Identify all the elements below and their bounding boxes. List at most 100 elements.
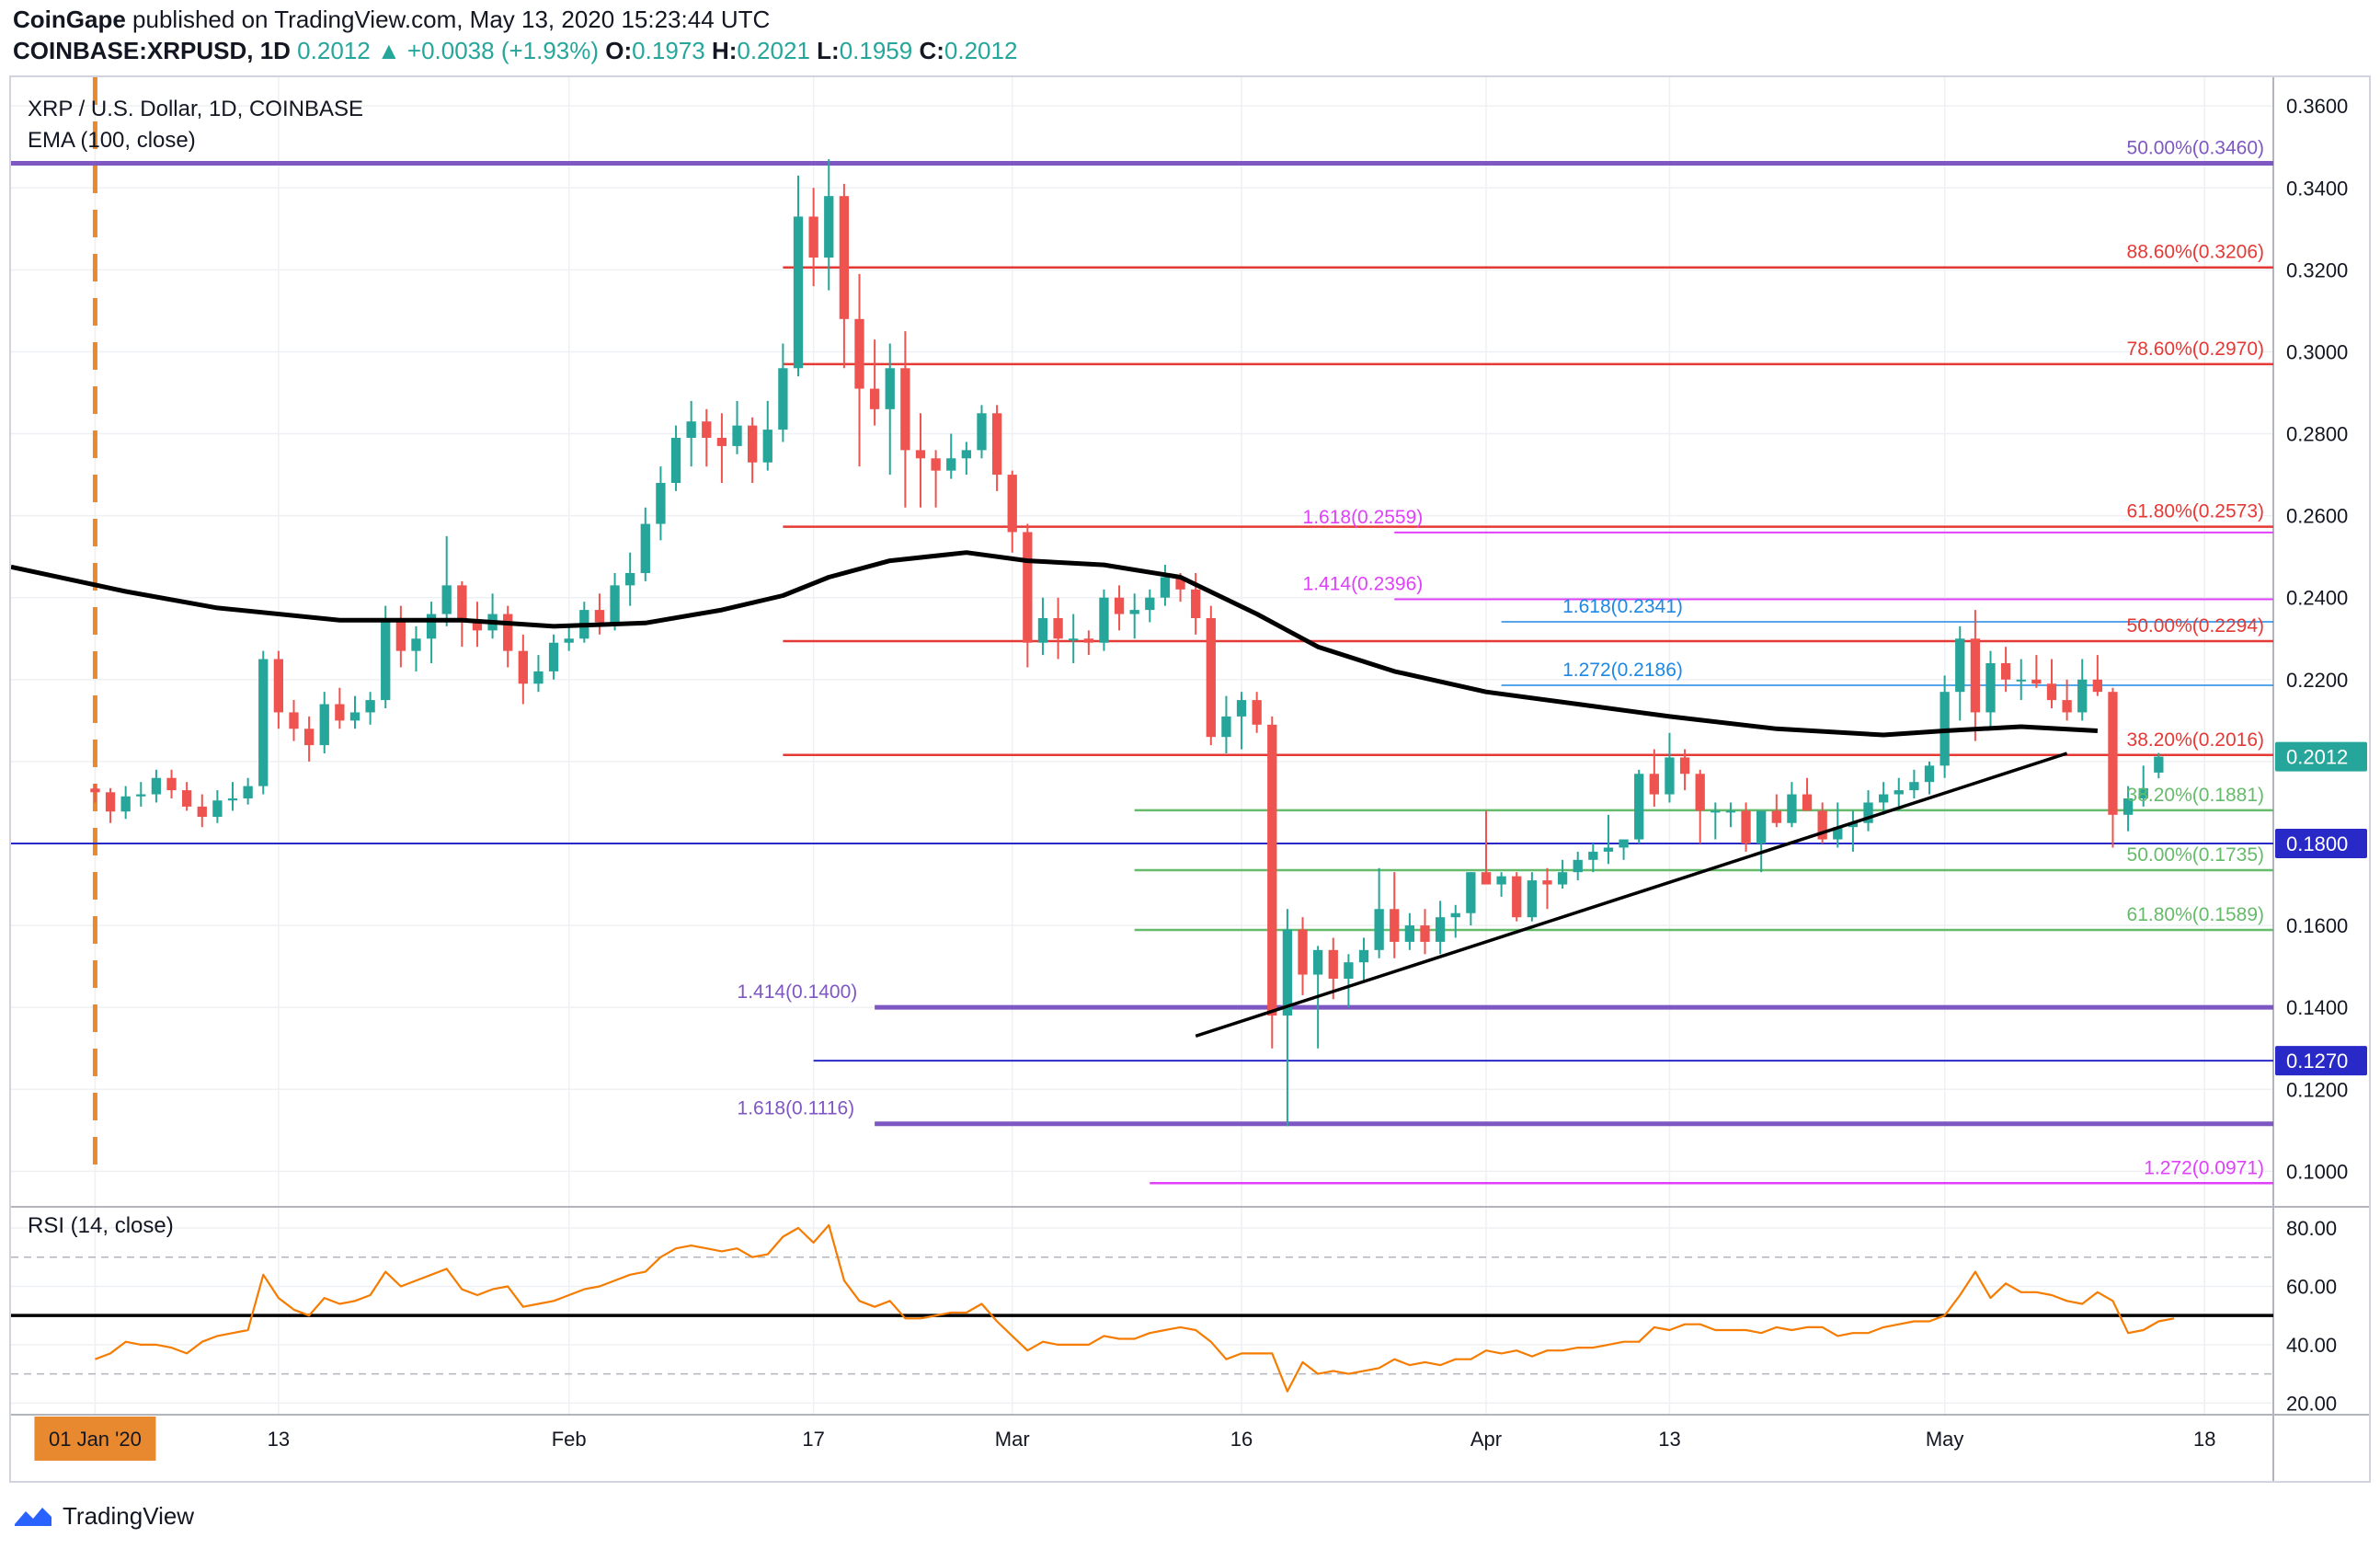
published-text: published on TradingView.com, May 13, 20… bbox=[132, 6, 771, 33]
support-price-tag-bg bbox=[2275, 829, 2367, 858]
price-axis[interactable]: 0.3600 0.3400 0.3200 0.3000 0.2800 0.2600 0.24… bbox=[2275, 95, 2367, 1415]
rsi-tick-label: 20.00 bbox=[2286, 1392, 2337, 1415]
candle-body bbox=[1145, 597, 1155, 611]
ema-legend: EMA (100, close) bbox=[28, 128, 196, 153]
fib-level-label: 1.618(0.2341) bbox=[1562, 596, 1683, 617]
candle-body bbox=[824, 196, 834, 258]
candle-body bbox=[243, 786, 253, 798]
candle-body bbox=[1848, 822, 1859, 828]
candles bbox=[90, 159, 2164, 1127]
tradingview-brand: TradingView bbox=[63, 1501, 195, 1530]
candle-body bbox=[2092, 679, 2103, 693]
candle-body bbox=[365, 700, 375, 713]
rsi-legend: RSI (14, close) bbox=[28, 1213, 174, 1238]
price-tick-label: 0.1000 bbox=[2286, 1160, 2348, 1183]
publisher-name: CoinGape bbox=[13, 6, 126, 33]
chart-frame[interactable]: 50.00%(0.3460) 88.60%(0.3206) 78.60%(0.297… bbox=[9, 75, 2371, 1483]
candle-body bbox=[2000, 663, 2011, 680]
candle-body bbox=[212, 800, 223, 818]
price-tick-label: 0.2200 bbox=[2286, 669, 2348, 692]
time-axis[interactable]: 01 Jan '20 13 Feb 17 Mar 16 Apr 13 May 18 bbox=[34, 1417, 2215, 1461]
candle-body bbox=[656, 483, 666, 524]
candle-body bbox=[1603, 847, 1614, 852]
candle-body bbox=[670, 438, 681, 483]
candle-body bbox=[1160, 577, 1171, 598]
candle-body bbox=[90, 788, 100, 793]
candle-body bbox=[2108, 692, 2118, 815]
time-tick-label: Apr bbox=[1470, 1428, 1502, 1451]
candle-body bbox=[1634, 774, 1644, 840]
current-price-tag-bg bbox=[2275, 741, 2367, 772]
fib-level-label: 88.60%(0.3206) bbox=[2127, 242, 2264, 263]
candle-body bbox=[1695, 774, 1705, 811]
candle-body bbox=[1312, 949, 1323, 975]
candle-body bbox=[610, 585, 620, 623]
candle-body bbox=[1955, 638, 1965, 693]
candle-body bbox=[1512, 876, 1522, 918]
candle-body bbox=[2154, 756, 2164, 773]
candle-body bbox=[258, 659, 269, 786]
candle-body bbox=[1573, 859, 1583, 873]
candle-body bbox=[1328, 949, 1338, 979]
candle-body bbox=[1023, 532, 1033, 643]
candle-body bbox=[457, 585, 467, 623]
candle-body bbox=[1679, 757, 1690, 774]
rsi-tick-label: 80.00 bbox=[2286, 1217, 2337, 1240]
tradingview-footer[interactable]: TradingView bbox=[13, 1497, 194, 1534]
price-tick-label: 0.1600 bbox=[2286, 914, 2348, 937]
candle-body bbox=[931, 458, 941, 471]
fib-level-label: 1.618(0.2559) bbox=[1303, 507, 1424, 528]
candle-body bbox=[915, 450, 926, 459]
candle-body bbox=[686, 421, 696, 438]
candle-body bbox=[1236, 700, 1247, 717]
candle-body bbox=[625, 573, 635, 586]
support-price-tag: 0.1270 bbox=[2286, 1050, 2348, 1073]
symbol-info: COINBASE:XRPUSD, 1D 0.2012 ▲ +0.0038 (+1… bbox=[13, 37, 1017, 65]
candle-body bbox=[411, 638, 421, 651]
candle-body bbox=[2016, 679, 2026, 682]
candle-body bbox=[732, 425, 742, 446]
rsi-line bbox=[95, 1223, 2175, 1393]
candle-body bbox=[166, 777, 177, 791]
candle-body bbox=[1221, 716, 1231, 738]
candle-body bbox=[197, 806, 207, 818]
candle-body bbox=[319, 704, 329, 746]
candle-body bbox=[518, 650, 528, 684]
candle-body bbox=[1527, 880, 1538, 918]
candle-body bbox=[1282, 929, 1293, 1016]
candle-body bbox=[105, 792, 116, 812]
fib-level-label: 1.414(0.2396) bbox=[1303, 574, 1424, 595]
low-label: L: bbox=[817, 37, 840, 64]
chart-canvas[interactable]: 50.00%(0.3460) 88.60%(0.3206) 78.60%(0.297… bbox=[11, 77, 2369, 1481]
fib-level-label: 78.60%(0.2970) bbox=[2127, 338, 2264, 360]
candle-body bbox=[120, 796, 131, 812]
fib-level-label: 61.80%(0.1589) bbox=[2127, 904, 2264, 925]
candle-body bbox=[1175, 577, 1185, 590]
symbol-name: COINBASE:XRPUSD, 1D bbox=[13, 37, 291, 64]
publish-info: CoinGape published on TradingView.com, M… bbox=[13, 6, 770, 34]
candle-body bbox=[151, 777, 162, 795]
candle-body bbox=[2123, 798, 2134, 815]
chart-title: XRP / U.S. Dollar, 1D, COINBASE bbox=[28, 97, 363, 121]
candle-body bbox=[2046, 683, 2057, 701]
price-tick-label: 0.1400 bbox=[2286, 996, 2348, 1019]
candle-body bbox=[1450, 912, 1460, 918]
ascending-trendline bbox=[1195, 752, 2068, 1038]
candle-body bbox=[839, 196, 850, 319]
price-tick-label: 0.1200 bbox=[2286, 1078, 2348, 1101]
candle-body bbox=[1756, 810, 1767, 843]
fib-level-label: 1.272(0.2186) bbox=[1562, 660, 1683, 681]
candle-body bbox=[1252, 700, 1262, 725]
candle-body bbox=[900, 368, 910, 451]
candle-body bbox=[1909, 782, 1919, 791]
candle-body bbox=[961, 450, 972, 459]
candle-body bbox=[181, 790, 192, 807]
candle-body bbox=[1771, 810, 1781, 823]
pane-separators bbox=[11, 77, 2369, 1481]
candle-body bbox=[1665, 757, 1675, 795]
tradingview-logo-icon bbox=[15, 1508, 51, 1526]
candle-body bbox=[1007, 475, 1017, 533]
highlight-date-bg bbox=[34, 1417, 156, 1461]
candle-body bbox=[303, 729, 315, 746]
candle-body bbox=[472, 622, 483, 631]
